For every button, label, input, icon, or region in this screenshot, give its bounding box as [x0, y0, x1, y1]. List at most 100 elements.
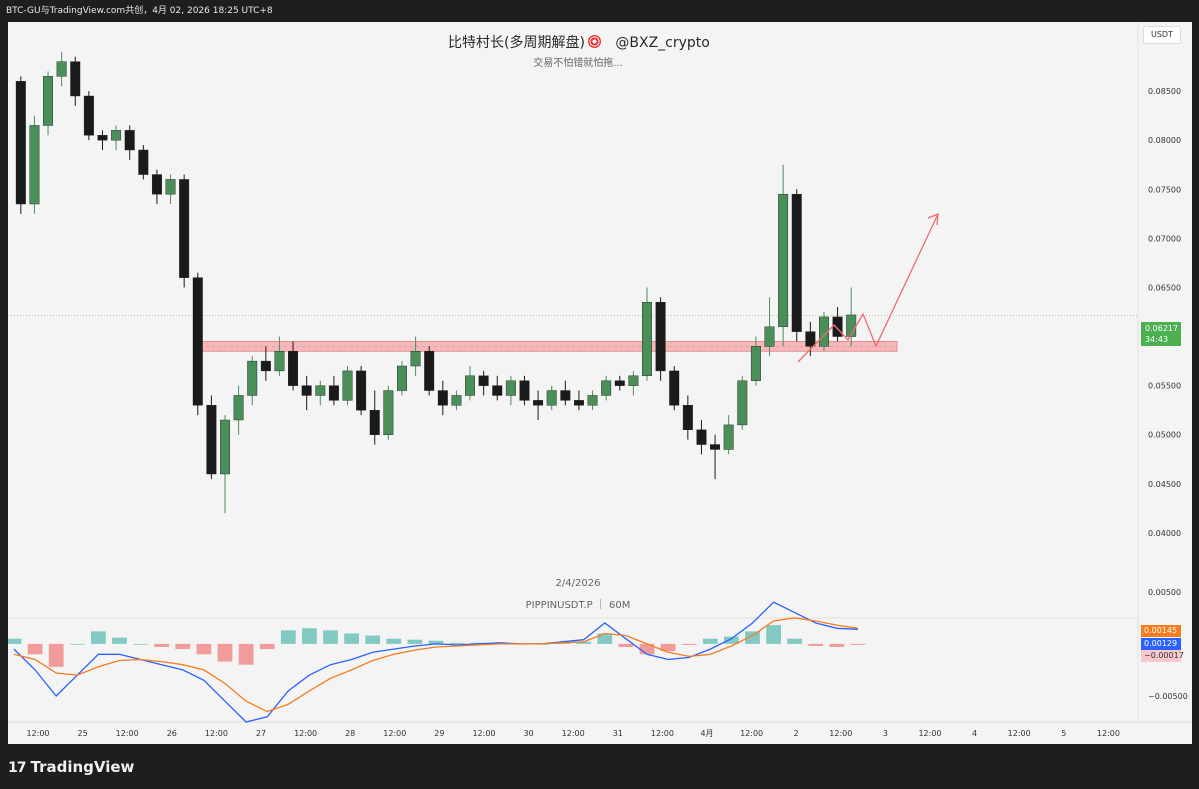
candle-body [437, 390, 448, 406]
candle-body [642, 301, 652, 377]
time-axis-tick-label: 12:00 [1008, 729, 1031, 738]
time-axis-tick-label: 2 [794, 729, 799, 738]
candle-body [750, 346, 761, 381]
last-price-tag: 0.06217 34:43 [1141, 322, 1181, 346]
candle-body [478, 375, 489, 386]
candle-body [138, 149, 149, 175]
price-axis-tick-label: 0.05500 [1148, 382, 1181, 391]
candle-body [29, 125, 40, 205]
time-axis-tick-label: 4月 [700, 729, 713, 738]
tradingview-logo[interactable]: 17 TradingView [8, 760, 134, 780]
macd-histogram-bar [217, 643, 233, 662]
time-axis-tick-label: 12:00 [26, 729, 49, 738]
price-chart[interactable]: 0.040000.045000.050000.055000.060000.065… [8, 22, 1192, 744]
time-axis-tick-label: 12:00 [205, 729, 228, 738]
time-axis-tick-label: 12:00 [1097, 729, 1120, 738]
candle-body [328, 385, 339, 401]
time-axis-tick-label: 5 [1061, 729, 1066, 738]
macd-histogram-bar [196, 643, 212, 655]
macd-histogram-bar [69, 643, 85, 645]
macd-histogram-bar [702, 638, 718, 644]
macd-histogram-bar [787, 638, 803, 644]
macd-histogram-bar [259, 643, 275, 650]
candle-body [573, 400, 584, 406]
chart-panel[interactable]: 0.040000.045000.050000.055000.060000.065… [8, 22, 1192, 744]
target-icon [587, 35, 601, 48]
macd-histogram-bar [386, 638, 402, 644]
price-axis-tick-label: 0.08000 [1148, 136, 1181, 145]
chart-header-caption: BTC-GU与TradingView.com共创，4月 02, 2026 18:… [6, 6, 273, 16]
candle-body [533, 400, 544, 406]
author-name: 比特村长(多周期解盘) [448, 35, 585, 51]
candle-body [206, 405, 217, 475]
candle-body [601, 380, 612, 396]
candle-body [356, 370, 367, 411]
macd-histogram-bar [112, 637, 127, 644]
macd-histogram-bar [597, 633, 613, 644]
macd-line [13, 601, 859, 723]
candle-body [628, 375, 639, 386]
projection-arrow [797, 213, 939, 363]
author-handle: @BXZ_crypto [615, 35, 710, 51]
candle-body [723, 424, 734, 450]
candle-body [83, 95, 94, 136]
candle-body [315, 385, 326, 396]
candle-body [737, 380, 748, 426]
candle-body [819, 316, 829, 347]
candle-body [451, 395, 462, 406]
currency-selector[interactable]: USDT [1143, 26, 1181, 44]
candle-body [274, 351, 285, 372]
candle-body [397, 365, 407, 391]
price-axis-tick-label: 0.04500 [1148, 480, 1181, 489]
tradingview-logo-icon: 17 [8, 760, 27, 776]
watermark-date: 2/4/2026 [555, 578, 601, 589]
macd-histogram-bar [766, 625, 781, 644]
candle-body [301, 385, 312, 396]
chart-subtitle: 交易不怕错就怕拖... [533, 58, 623, 69]
macd-signal-line [13, 617, 859, 713]
macd-histogram-bar [724, 636, 739, 644]
candle-body [288, 351, 299, 386]
macd-histogram-tag: −0.00017 [1141, 650, 1184, 662]
candle-body [492, 385, 503, 396]
macd-histogram-bar [238, 643, 254, 665]
macd-histogram-bar [808, 643, 824, 646]
tradingview-brand: TradingView [30, 758, 135, 776]
macd-histogram-bar [428, 640, 444, 644]
candle-body [587, 395, 598, 406]
time-axis-tick-label: 30 [524, 729, 534, 738]
price-axis-tick-label: 0.07000 [1148, 234, 1181, 243]
candle-body [560, 390, 571, 401]
time-axis-tick-label: 28 [345, 729, 355, 738]
candle-body [614, 380, 625, 386]
macd-axis-tick-label: 0.00500 [1148, 588, 1181, 597]
bar-countdown: 34:43 [1145, 335, 1169, 344]
macd-histogram-bar [407, 639, 423, 644]
macd-signal-tag: 0.00145 [1141, 625, 1181, 637]
macd-line-tag: 0.00129 [1141, 638, 1181, 650]
time-axis-tick-label: 27 [256, 729, 266, 738]
macd-histogram-bar [48, 643, 64, 667]
macd-histogram-bar [449, 642, 465, 644]
time-axis-tick-label: 12:00 [116, 729, 139, 738]
candle-body [383, 390, 394, 435]
price-axis-tick-label: 0.08500 [1148, 87, 1181, 96]
price-axis-tick-label: 0.06500 [1148, 283, 1181, 292]
candle-body [70, 61, 81, 97]
candle-body [165, 179, 176, 195]
macd-histogram-bar [344, 633, 359, 644]
time-axis-tick-label: 12:00 [829, 729, 852, 738]
time-axis-tick-label: 12:00 [562, 729, 585, 738]
candle-body [696, 429, 707, 445]
time-axis-tick-label: 12:00 [740, 729, 763, 738]
macd-histogram-bar [365, 635, 381, 644]
macd-histogram-bar [618, 643, 634, 647]
macd-histogram-bar [175, 643, 191, 650]
time-axis-tick-label: 12:00 [383, 729, 406, 738]
candle-body [710, 444, 721, 450]
candle-body [410, 351, 421, 367]
time-axis-tick-label: 12:00 [472, 729, 495, 738]
candle-body [43, 76, 53, 126]
macd-histogram-bar [745, 631, 760, 644]
candle-body [369, 409, 380, 435]
